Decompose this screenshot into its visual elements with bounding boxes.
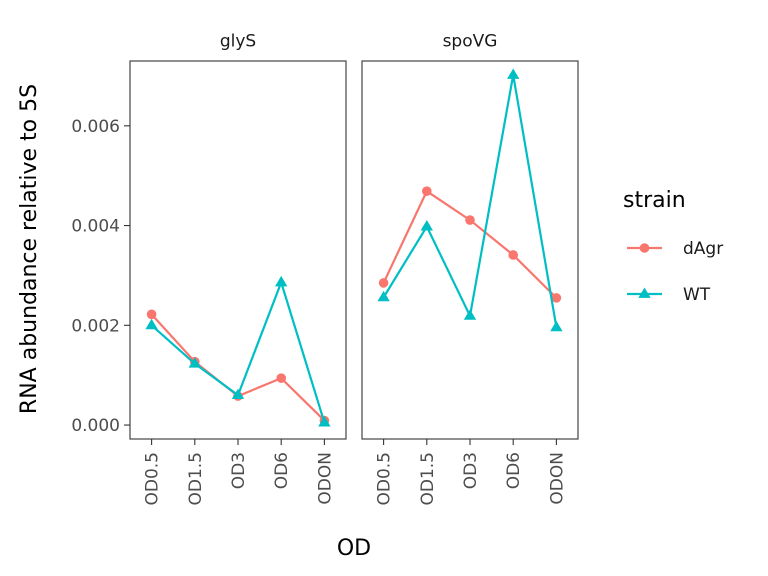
data-point [145, 318, 158, 330]
facet-panel-spoVG: spoVG [361, 32, 579, 440]
panel-border [129, 60, 347, 440]
x-tick-label: OD6 [272, 452, 292, 489]
series-line [150, 313, 326, 422]
facet-strip-label: glyS [220, 32, 256, 52]
legend-entries: dAgr WT [627, 239, 723, 305]
x-tick-label: OD3 [229, 452, 249, 489]
legend-label: WT [683, 285, 711, 305]
data-point [550, 320, 563, 332]
series-line [382, 189, 558, 299]
legend-entry-WT: WT [627, 285, 711, 305]
legend: strain dAgr WT [623, 188, 723, 305]
legend-title: strain [623, 188, 686, 213]
legend-entry-dAgr: dAgr [627, 239, 723, 259]
y-tick-label: 0.006 [71, 117, 120, 137]
data-point [508, 250, 518, 260]
facet-panel-glyS: glyS [129, 32, 347, 440]
x-tick-label: OD3 [461, 452, 481, 489]
series-dAgr [378, 186, 562, 303]
legend-key-marker [639, 243, 650, 253]
y-axis-title: RNA abundance relative to 5S [17, 84, 42, 414]
data-point [551, 293, 562, 303]
y-tick-label: 0.000 [71, 416, 120, 436]
legend-key-marker [638, 287, 651, 298]
data-point [318, 416, 331, 427]
y-tick-label: 0.002 [71, 316, 120, 336]
series-WT [377, 68, 563, 332]
legend-label: dAgr [683, 239, 723, 259]
data-point [275, 275, 288, 287]
data-point [378, 278, 389, 288]
x-tick-label: ODON [315, 452, 335, 505]
x-tick-label: OD1.5 [418, 452, 438, 506]
x-axis-glyS: OD0.5 OD1.5 OD3 OD6 ODON [143, 439, 335, 506]
x-axes: OD0.5 OD1.5 OD3 OD6 ODON OD0.5 OD1.5 OD3 OD6 ODON [143, 439, 567, 506]
x-tick-label: OD0.5 [375, 452, 395, 506]
chart-panels: glyS spoVG [129, 32, 579, 440]
data-point [276, 373, 287, 383]
data-point [465, 215, 475, 225]
data-point [231, 388, 245, 400]
data-point [420, 220, 433, 231]
data-point [377, 290, 390, 302]
x-axis-title: OD [337, 536, 371, 561]
x-tick-label: OD1.5 [186, 452, 206, 506]
series-WT [145, 275, 331, 427]
data-point [422, 186, 432, 196]
y-axis: 0.000 0.002 0.004 0.006 [71, 117, 130, 436]
series-line [382, 74, 558, 328]
x-tick-label: OD6 [504, 452, 524, 489]
data-point [188, 357, 201, 368]
series-dAgr [146, 309, 330, 426]
data-point [463, 309, 477, 320]
y-tick-label: 0.004 [71, 217, 120, 237]
panel-border [361, 60, 579, 440]
x-tick-label: ODON [547, 452, 567, 505]
data-point [146, 309, 157, 320]
facet-strip-label: spoVG [443, 32, 498, 52]
series-line [150, 279, 326, 423]
x-tick-label: OD0.5 [143, 452, 163, 506]
data-point [507, 68, 520, 79]
x-axis-spoVG: OD0.5 OD1.5 OD3 OD6 ODON [375, 439, 567, 506]
